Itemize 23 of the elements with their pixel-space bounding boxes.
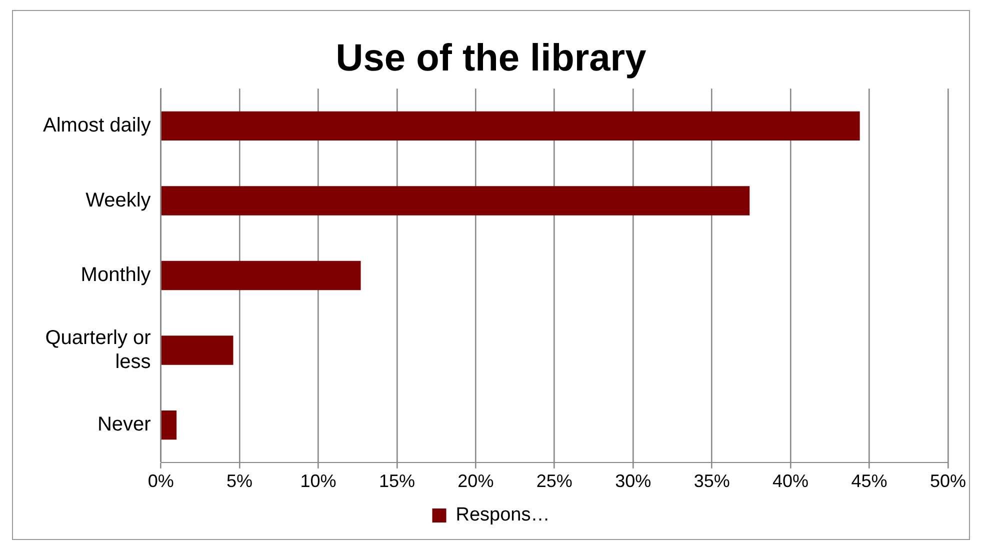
x-tick-label: 5% bbox=[226, 471, 253, 492]
y-tick-label: Monthly bbox=[80, 264, 151, 286]
y-tick-label: Never bbox=[97, 414, 152, 436]
x-tick-label: 30% bbox=[615, 471, 652, 492]
bar bbox=[161, 111, 860, 141]
x-tick-label: 45% bbox=[851, 471, 888, 492]
bar bbox=[161, 336, 234, 365]
bar bbox=[161, 410, 177, 440]
x-tick-label: 0% bbox=[148, 471, 174, 492]
y-tick-label: Quarterly or less bbox=[45, 326, 152, 373]
x-tick-label: 10% bbox=[300, 471, 336, 492]
bar bbox=[161, 186, 750, 216]
x-tick-label: 40% bbox=[772, 471, 809, 492]
x-tick-label: 50% bbox=[930, 471, 966, 492]
bar bbox=[161, 260, 361, 290]
x-tick-label: 25% bbox=[536, 471, 572, 492]
x-tick-label: 15% bbox=[378, 471, 415, 492]
x-tick-label: 20% bbox=[458, 471, 494, 492]
x-tick-label: 35% bbox=[694, 471, 730, 492]
y-tick-label: Weekly bbox=[86, 189, 151, 212]
chart-title: Use of the library bbox=[336, 37, 646, 80]
y-tick-label: Almost daily bbox=[43, 114, 151, 136]
legend-label: Respons… bbox=[456, 504, 550, 526]
